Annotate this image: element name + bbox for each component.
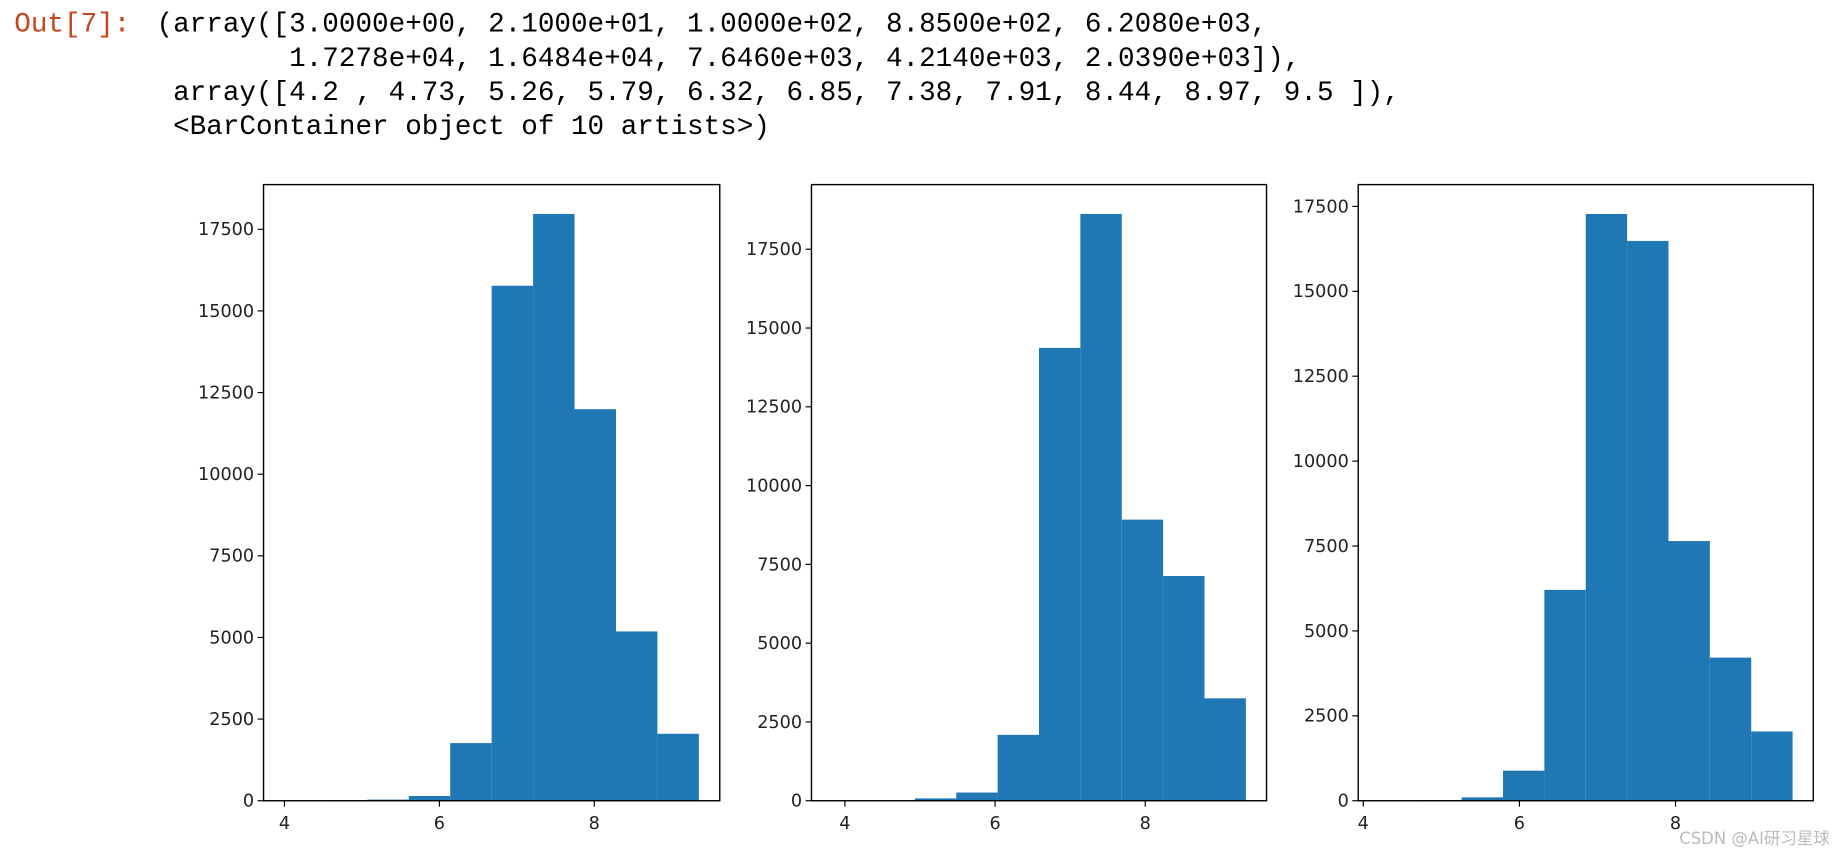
y-tick-label: 2500	[209, 710, 254, 730]
y-tick-label: 10000	[1293, 452, 1349, 472]
histogram-bar	[657, 733, 699, 801]
x-tick-label: 4	[1358, 814, 1369, 834]
output-line: 1.7278e+04, 1.6484e+04, 7.6460e+03, 4.21…	[157, 44, 1301, 75]
histogram-bar	[1709, 657, 1752, 801]
y-tick-label: 12500	[198, 383, 254, 403]
y-tick-label: 0	[1338, 792, 1349, 812]
y-tick-label: 15000	[198, 302, 254, 322]
x-tick-label: 4	[839, 814, 850, 834]
y-tick-label: 5000	[209, 628, 254, 648]
histogram-bar	[1121, 519, 1164, 801]
histogram-bar	[1585, 213, 1628, 801]
histogram-bar	[1163, 576, 1205, 801]
y-tick-label: 0	[791, 792, 802, 812]
y-tick-label: 12500	[1293, 367, 1349, 387]
histogram-bar	[450, 743, 492, 801]
y-tick-label: 5000	[757, 634, 802, 654]
histogram-chart: 4 6 8 0 2500 5000 7500 10000 12500 15000 17500	[746, 183, 1268, 834]
axes-frame	[1357, 183, 1814, 802]
histogram-chart: 4 6 8 0 2500 5000 7500 10000 12500 15000 17500	[1293, 183, 1814, 834]
histogram-bar	[1503, 770, 1545, 801]
output-line: (array([3.0000e+00, 2.1000e+01, 1.0000e+…	[157, 10, 1268, 41]
histogram-bar	[574, 409, 616, 801]
axes-frame	[810, 183, 1268, 802]
histogram-bar	[1080, 213, 1122, 801]
y-tick-label: 7500	[209, 547, 254, 567]
histogram-bar	[1038, 347, 1081, 801]
y-tick-label: 15000	[746, 319, 802, 339]
histogram-bar	[997, 734, 1039, 801]
out-prompt: Out[7]:	[14, 10, 130, 41]
y-tick-label: 7500	[757, 555, 802, 575]
x-tick-label: 8	[1140, 814, 1151, 834]
y-tick-label: 17500	[746, 240, 802, 260]
y-tick-label: 7500	[1304, 537, 1349, 557]
y-tick-label: 2500	[757, 713, 802, 733]
histogram-bar	[615, 631, 658, 801]
output-line: array([4.2 , 4.73, 5.26, 5.79, 6.32, 6.8…	[157, 78, 1400, 109]
histogram-chart: 4 6 8 0 2500 5000 7500 10000 12500 15000 17500	[198, 183, 721, 834]
y-tick-label: 15000	[1293, 282, 1349, 302]
x-tick-label: 8	[1670, 814, 1681, 834]
y-tick-label: 17500	[1293, 197, 1349, 217]
histogram-bar	[1204, 698, 1246, 801]
x-tick-label: 8	[589, 814, 600, 834]
x-tick-label: 6	[1514, 814, 1525, 834]
axes-frame	[262, 183, 721, 802]
histogram-bar	[1461, 797, 1504, 801]
y-tick-label: 0	[243, 792, 254, 812]
y-tick-label: 17500	[198, 220, 254, 240]
output-line: <BarContainer object of 10 artists>)	[157, 112, 770, 143]
x-tick-label: 6	[434, 814, 445, 834]
histogram-bar	[408, 796, 451, 801]
y-tick-label: 12500	[746, 398, 802, 418]
watermark: CSDN @AI研习星球	[1679, 829, 1830, 848]
histogram-bar	[1751, 731, 1793, 801]
x-tick-label: 6	[989, 814, 1000, 834]
y-tick-label: 5000	[1304, 622, 1349, 642]
histogram-bar	[956, 792, 998, 801]
y-tick-label: 2500	[1304, 707, 1349, 727]
histogram-bar	[914, 798, 957, 801]
histogram-bar	[1668, 541, 1710, 801]
x-tick-label: 4	[279, 814, 290, 834]
histogram-bar	[1544, 589, 1586, 801]
histogram-bar	[533, 213, 575, 801]
y-tick-label: 10000	[746, 476, 802, 496]
histogram-bar	[491, 285, 534, 801]
y-tick-label: 10000	[198, 465, 254, 485]
histogram-bar	[1627, 240, 1669, 801]
